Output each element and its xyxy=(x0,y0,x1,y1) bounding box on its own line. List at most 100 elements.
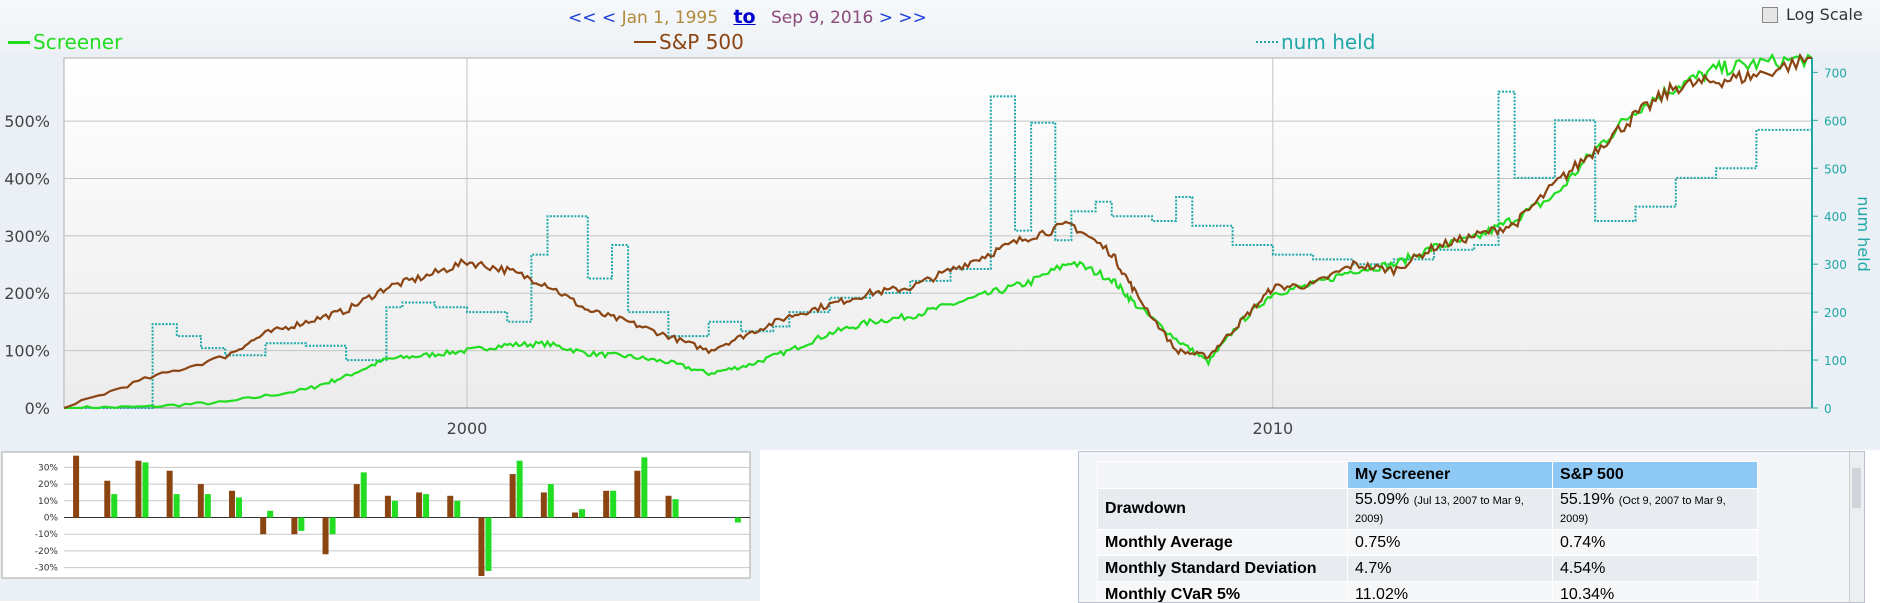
stats-value: 55.19% xyxy=(1560,491,1614,508)
bar-screener xyxy=(267,511,273,518)
subchart-y-tick-label: -30% xyxy=(35,564,59,574)
stats-value-sp500: 4.54% xyxy=(1553,556,1758,582)
subchart-y-tick-label: 0% xyxy=(44,514,59,524)
y2-tick-label: 0 xyxy=(1824,402,1832,416)
next-period-link[interactable]: > xyxy=(879,8,893,28)
stats-header-blank xyxy=(1098,462,1348,489)
y2-tick-label: 300 xyxy=(1824,258,1847,272)
top-bar xyxy=(0,0,1880,55)
x-tick-label: 2010 xyxy=(1252,419,1293,438)
to-link[interactable]: to xyxy=(733,6,755,28)
bar-screener xyxy=(298,518,304,531)
stats-scrollbar-thumb[interactable] xyxy=(1852,468,1861,508)
bar-sp500 xyxy=(73,456,79,518)
y-tick-label: 500% xyxy=(4,112,50,131)
bar-screener xyxy=(610,491,616,518)
bar-screener xyxy=(330,518,336,535)
bar-screener xyxy=(485,518,491,571)
bar-sp500 xyxy=(323,518,329,555)
stats-header-sp500: S&P 500 xyxy=(1553,462,1758,489)
bar-screener xyxy=(423,494,429,517)
y2-tick-label: 500 xyxy=(1824,162,1847,176)
end-date[interactable]: Sep 9, 2016 xyxy=(771,8,873,28)
bar-screener xyxy=(548,484,554,517)
bar-screener xyxy=(236,497,242,517)
stats-scrollbar[interactable] xyxy=(1849,452,1864,602)
y2-tick-label: 100 xyxy=(1824,354,1847,368)
stats-row-cvar: Monthly CVaR 5% 11.02% 10.34% xyxy=(1098,582,1758,603)
subchart-y-tick-label: 20% xyxy=(38,480,58,490)
bar-sp500 xyxy=(634,471,640,518)
bar-sp500 xyxy=(447,496,453,518)
first-period-link[interactable]: << xyxy=(568,8,597,28)
bar-sp500 xyxy=(416,492,422,517)
stats-panel: My Screener S&P 500 Drawdown 55.09% (Jul… xyxy=(1078,451,1865,603)
stats-row-drawdown: Drawdown 55.09% (Jul 13, 2007 to Mar 9, … xyxy=(1098,489,1758,530)
bar-sp500 xyxy=(603,491,609,518)
legend-num-held-label: num held xyxy=(1281,30,1375,54)
bar-sp500 xyxy=(572,512,578,517)
bar-sp500 xyxy=(135,461,141,518)
bar-sp500 xyxy=(260,518,266,535)
log-scale-toggle[interactable]: Log Scale xyxy=(1762,5,1863,24)
bar-sp500 xyxy=(104,481,110,518)
legend-sp500-label: S&P 500 xyxy=(659,30,744,54)
y2-axis-label: num held xyxy=(1854,196,1873,272)
legend-num-held-swatch xyxy=(1256,41,1278,43)
stats-value-screener: 55.09% (Jul 13, 2007 to Mar 9, 2009) xyxy=(1348,489,1553,530)
bar-screener xyxy=(454,501,460,518)
legend-screener-label: Screener xyxy=(33,30,122,54)
subchart-y-tick-label: 30% xyxy=(38,463,58,473)
bar-screener xyxy=(111,494,117,517)
legend-num-held: num held xyxy=(1256,30,1375,54)
legend-screener-swatch xyxy=(8,41,30,44)
stats-value-screener: 0.75% xyxy=(1348,530,1553,556)
bar-sp500 xyxy=(478,518,484,576)
subchart-y-tick-label: -10% xyxy=(35,530,59,540)
bar-sp500 xyxy=(541,492,547,517)
stats-value: 55.09% xyxy=(1355,491,1409,508)
y-tick-label: 300% xyxy=(4,227,50,246)
bar-sp500 xyxy=(198,484,204,517)
start-date[interactable]: Jan 1, 1995 xyxy=(622,8,719,28)
bar-sp500 xyxy=(385,496,391,518)
bar-sp500 xyxy=(510,474,516,517)
legend-sp500: S&P 500 xyxy=(634,30,744,54)
y-tick-label: 100% xyxy=(4,342,50,361)
log-scale-label: Log Scale xyxy=(1786,5,1863,24)
y2-tick-label: 200 xyxy=(1824,306,1847,320)
bar-screener xyxy=(142,462,148,517)
prev-period-link[interactable]: < xyxy=(602,8,616,28)
stats-header-screener: My Screener xyxy=(1348,462,1553,489)
stats-table: My Screener S&P 500 Drawdown 55.09% (Jul… xyxy=(1097,461,1758,603)
subchart-y-tick-label: 10% xyxy=(38,497,58,507)
bar-sp500 xyxy=(666,496,672,518)
bar-sp500 xyxy=(167,471,173,518)
legend-sp500-swatch xyxy=(634,41,656,43)
stats-header-row: My Screener S&P 500 xyxy=(1098,462,1758,489)
y-tick-label: 200% xyxy=(4,284,50,303)
bar-sp500 xyxy=(229,491,235,518)
bar-screener xyxy=(641,457,647,517)
bar-screener xyxy=(735,518,741,523)
subchart-y-tick-label: -20% xyxy=(35,547,59,557)
stats-value-sp500: 55.19% (Oct 9, 2007 to Mar 9, 2009) xyxy=(1553,489,1758,530)
last-period-link[interactable]: >> xyxy=(898,8,927,28)
stats-label: Drawdown xyxy=(1098,489,1348,530)
plot-area xyxy=(64,58,1812,408)
stats-label: Monthly CVaR 5% xyxy=(1098,582,1348,603)
log-scale-checkbox[interactable] xyxy=(1762,7,1778,23)
date-range-nav: << < Jan 1, 1995 to Sep 9, 2016 > >> xyxy=(568,6,927,28)
bar-screener xyxy=(673,499,679,517)
stats-value-screener: 11.02% xyxy=(1348,582,1553,603)
bar-screener xyxy=(579,509,585,517)
stats-value-sp500: 0.74% xyxy=(1553,530,1758,556)
bar-screener xyxy=(205,494,211,517)
bar-screener xyxy=(174,494,180,517)
stats-value-screener: 4.7% xyxy=(1348,556,1553,582)
y2-tick-label: 700 xyxy=(1824,66,1847,80)
y2-tick-label: 400 xyxy=(1824,210,1847,224)
annual-returns-chart: -30% -20% -10% 0% 10% 20% 30% xyxy=(0,450,760,601)
stats-label: Monthly Average xyxy=(1098,530,1348,556)
